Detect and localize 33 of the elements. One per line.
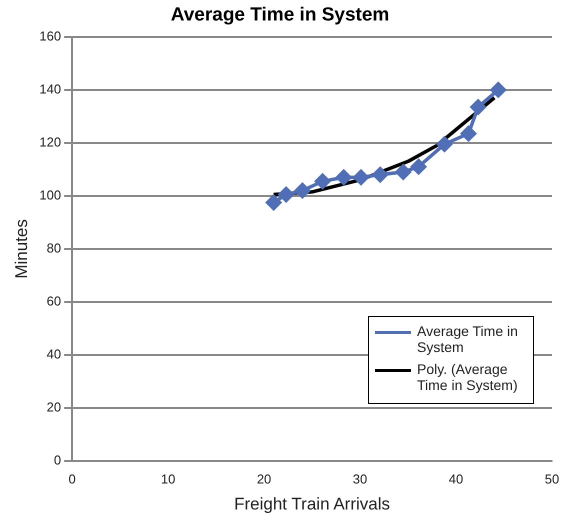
point [372,166,388,182]
point [314,174,330,190]
y-axis-title: Minutes [12,219,31,279]
x-tick-label: 20 [256,471,272,486]
point [278,186,294,202]
y-tick-label: 0 [54,452,62,468]
y-tick-label: 40 [46,346,62,362]
y-tick-label: 160 [39,28,62,44]
point [410,158,426,174]
point [490,82,506,98]
x-tick-label: 0 [68,471,76,486]
y-tick-label: 20 [46,400,62,415]
y-tick-label: 100 [39,187,62,202]
x-axis-title: Freight Train Arrivals [234,494,390,514]
x-tick-label: 50 [544,471,560,486]
y-tick-label: 80 [46,240,62,256]
point [436,136,452,152]
point [266,194,282,210]
point [294,182,310,198]
x-tick-label: 30 [352,471,368,486]
y-tick-label: 60 [46,294,62,309]
point [336,170,352,186]
x-tick-label: 10 [160,471,176,486]
point [395,164,411,180]
point [353,170,369,186]
point [460,126,476,142]
y-tick-label: 140 [39,81,62,96]
legend-label: Average Time in System [417,323,519,355]
x-tick-label: 40 [448,471,464,486]
point [470,99,486,115]
y-tick-label: 120 [39,134,62,150]
chart-title: Average Time in System [170,4,390,26]
legend-label: Poly. (Average Time in System) [417,361,519,393]
